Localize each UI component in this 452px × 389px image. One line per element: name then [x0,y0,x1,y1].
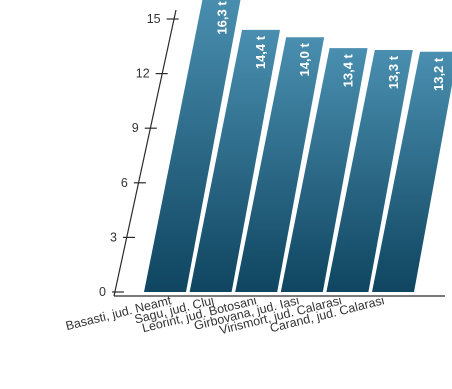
bar-value-label: 14,0 t [297,43,312,77]
y-tick-label: 15 [147,12,161,26]
y-tick-label: 12 [136,67,150,81]
y-tick-label: 3 [110,230,117,244]
y-tick-label: 0 [99,285,106,299]
y-axis-line [113,9,177,297]
bar [372,51,452,292]
y-tick-label: 6 [121,176,128,190]
bar [144,0,241,292]
bar-value-label: 14,4 t [253,35,268,69]
bar [235,37,325,293]
bar-value-label: 13,4 t [341,53,356,87]
bar [280,48,368,293]
bar [189,29,281,292]
y-tick-label: 9 [132,121,139,135]
bar-value-label: 13,2 t [431,57,446,91]
bar-value-label: 16,3 t [214,1,229,35]
bar-value-label: 13,3 t [386,55,401,89]
bar [326,49,413,292]
